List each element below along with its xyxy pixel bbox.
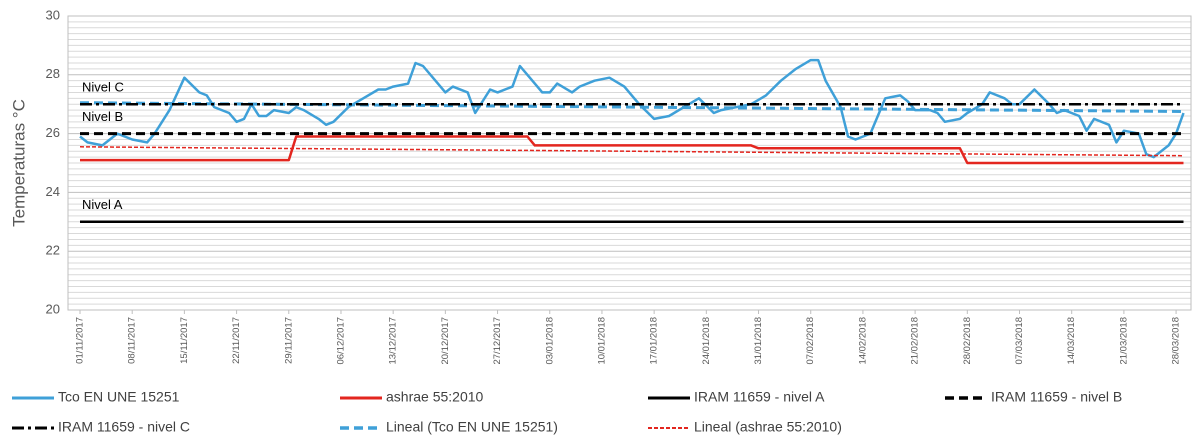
x-tick-label: 28/03/2018 — [1171, 317, 1182, 365]
annotation: Nivel B — [82, 109, 123, 124]
legend-label: Lineal (Tco EN UNE 15251) — [386, 419, 558, 435]
legend-label: Tco EN UNE 15251 — [58, 389, 180, 405]
x-tick-label: 07/02/2018 — [805, 317, 816, 365]
x-tick-label: 13/12/2017 — [388, 317, 399, 365]
legend-label: ashrae 55:2010 — [386, 389, 484, 405]
x-tick-label: 20/12/2017 — [440, 317, 451, 365]
legend-label: IRAM 11659 - nivel A — [694, 389, 825, 405]
legend-label: Lineal (ashrae 55:2010) — [694, 419, 842, 435]
x-tick-label: 24/01/2018 — [701, 317, 712, 365]
x-tick-label: 03/01/2018 — [544, 317, 555, 365]
x-tick-label: 29/11/2017 — [283, 317, 294, 364]
x-tick-label: 28/02/2018 — [962, 317, 973, 365]
y-tick-label: 24 — [46, 184, 60, 199]
x-tick-label: 07/03/2018 — [1014, 317, 1025, 365]
series-line — [79, 146, 1184, 157]
x-tick-label: 10/01/2018 — [596, 317, 607, 365]
annotation: Nivel C — [82, 80, 124, 95]
legend-label: IRAM 11659 - nivel B — [991, 389, 1122, 405]
x-tick-label: 21/03/2018 — [1118, 317, 1129, 365]
y-tick-label: 28 — [46, 66, 60, 81]
plot-frame — [67, 15, 1192, 311]
y-tick-label: 22 — [46, 243, 60, 258]
x-tick-label: 17/01/2018 — [649, 317, 660, 365]
legend-label: IRAM 11659 - nivel C — [58, 419, 190, 435]
x-tick-label: 15/11/2017 — [179, 317, 190, 364]
x-tick-label: 14/02/2018 — [857, 317, 868, 365]
x-tick-label: 14/03/2018 — [1066, 317, 1077, 365]
y-tick-label: 30 — [46, 7, 60, 22]
x-tick-label: 06/12/2017 — [335, 317, 346, 365]
series-line — [79, 58, 1185, 159]
x-tick-label: 27/12/2017 — [492, 317, 503, 365]
annotation: Nivel A — [82, 197, 123, 212]
y-axis-label: Temperaturas °C — [9, 99, 28, 227]
y-tick-label: 20 — [46, 301, 60, 316]
x-tick-label: 01/11/2017 — [75, 317, 86, 364]
x-tick-label: 21/02/2018 — [910, 317, 921, 365]
x-tick-label: 31/01/2018 — [753, 317, 764, 365]
y-tick-label: 26 — [46, 125, 60, 140]
series-line — [80, 135, 1184, 165]
x-tick-label: 22/11/2017 — [231, 317, 242, 364]
x-tick-label: 08/11/2017 — [127, 317, 138, 364]
series-line — [79, 101, 1184, 113]
